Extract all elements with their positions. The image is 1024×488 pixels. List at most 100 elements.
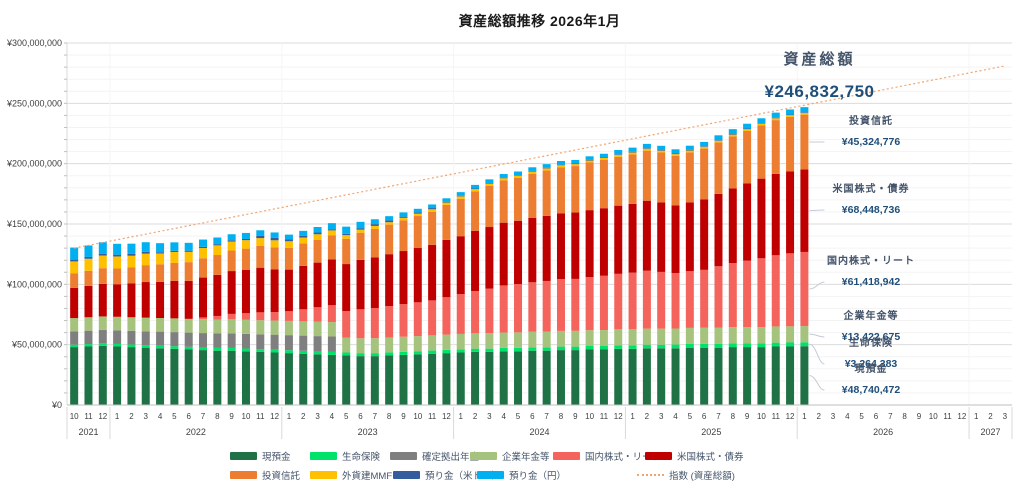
x-axis-month-label: 9 [745, 412, 750, 421]
bar-segment [685, 150, 694, 153]
legend-swatch-dotted-line [637, 474, 664, 476]
bar-segment [70, 287, 79, 319]
bar-segment [270, 269, 279, 313]
bar-segment [599, 157, 608, 158]
bar-segment [370, 338, 379, 354]
bar-segment [141, 251, 150, 254]
bar-segment [542, 215, 551, 281]
bar-segment [84, 330, 93, 345]
bar-segment [213, 347, 222, 351]
bar-segment [771, 112, 780, 118]
bar-segment [84, 346, 93, 405]
bar-segment [70, 347, 79, 405]
bar-segment [213, 274, 222, 316]
legend-swatch [390, 452, 417, 460]
bar-segment [270, 240, 279, 248]
x-axis-month-label: 5 [688, 412, 693, 421]
bar-segment [528, 331, 537, 348]
bar-segment [356, 353, 365, 357]
bar-segment [585, 330, 594, 346]
bar-segment [743, 343, 752, 348]
bar-segment [227, 250, 236, 272]
bar-segment [786, 346, 795, 405]
bar-segment [399, 220, 408, 252]
bar-segment [413, 248, 422, 303]
bar-segment [528, 170, 537, 172]
bar-segment [585, 156, 594, 160]
bar-segment [70, 261, 79, 274]
bar-segment [227, 350, 236, 405]
bar-segment [327, 230, 336, 236]
bar-segment [370, 224, 379, 226]
x-axis-month-label: 2 [129, 412, 134, 421]
legend-swatch [470, 452, 497, 460]
bar-segment [113, 268, 122, 285]
bar-segment [413, 336, 422, 352]
legend-item-deposit-jpy: 預り金（円） [477, 470, 566, 482]
bar-segment [743, 130, 752, 184]
bar-segment [413, 216, 422, 249]
bar-segment [485, 348, 494, 352]
bar-segment [284, 320, 293, 336]
bar-segment [342, 337, 351, 353]
bar-segment [671, 344, 680, 349]
bar-segment [356, 338, 365, 354]
x-axis-month-label: 9 [917, 412, 922, 421]
bar-segment [800, 251, 809, 327]
bar-segment [599, 157, 608, 160]
bar-segment [399, 212, 408, 217]
bar-segment [471, 351, 480, 405]
bar-segment [743, 260, 752, 328]
legend-item-investment-trust: 投資信託 [230, 470, 301, 482]
x-axis-month-label: 12 [98, 412, 107, 421]
bar-segment [98, 242, 107, 254]
bar-segment [456, 236, 465, 295]
annotation-leader-line [809, 343, 825, 365]
bar-segment [327, 223, 336, 230]
bar-segment [98, 329, 107, 344]
bar-segment [385, 352, 394, 356]
bar-segment [113, 343, 122, 347]
bar-segment [456, 198, 465, 237]
bar-segment [657, 145, 666, 151]
bar-segment [399, 216, 408, 218]
bar-segment [299, 309, 308, 322]
bar-segment [241, 232, 250, 239]
bar-segment [771, 342, 780, 347]
bar-segment [399, 217, 408, 221]
legend-label: 投資信託 [262, 471, 301, 482]
bar-segment [284, 269, 293, 312]
bar-segment [456, 294, 465, 334]
bar-segment [800, 112, 809, 113]
bar-segment [184, 346, 193, 350]
bar-segment [614, 348, 623, 405]
bar-segment [70, 344, 79, 348]
bar-segment [141, 345, 150, 348]
bar-segment [327, 322, 336, 337]
bar-segment [184, 280, 193, 319]
bar-segment [184, 332, 193, 347]
x-axis-month-label: 1 [974, 412, 979, 421]
bar-segment [628, 147, 637, 152]
bar-segment [599, 330, 608, 346]
bar-segment [327, 351, 336, 355]
bar-segment [327, 336, 336, 352]
bar-segment [156, 243, 165, 253]
x-axis-month-label: 7 [201, 412, 206, 421]
bar-segment [556, 213, 565, 280]
x-axis-year-label: 2023 [358, 427, 378, 437]
bar-segment [657, 344, 666, 349]
bar-segment [571, 212, 580, 279]
bar-segment [156, 253, 165, 265]
bar-segment [528, 282, 537, 332]
bar-segment [428, 208, 437, 210]
bar-segment [728, 343, 737, 348]
bar-segment [714, 193, 723, 267]
bar-segment [728, 347, 737, 405]
bar-segment [84, 317, 93, 331]
x-axis-month-label: 1 [115, 412, 120, 421]
bar-segment [127, 267, 136, 284]
bar-segment [199, 333, 208, 348]
bar-segment [700, 146, 709, 147]
legend-item-index-line: 指数 (資産総額) [637, 470, 735, 482]
